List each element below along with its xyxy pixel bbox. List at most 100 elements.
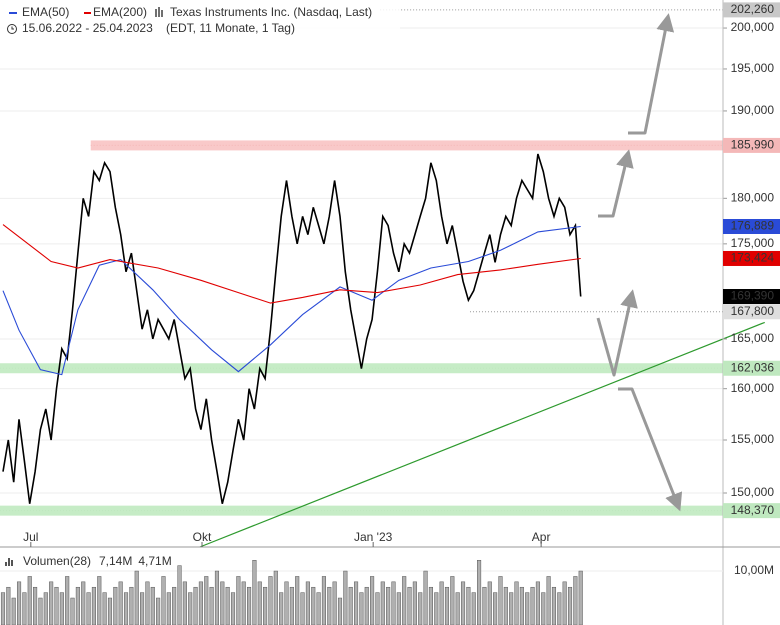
volume-bar bbox=[102, 592, 107, 625]
volume-bar bbox=[455, 592, 460, 625]
volume-bar bbox=[241, 581, 246, 625]
arrows bbox=[596, 13, 683, 512]
volume-bar bbox=[295, 576, 300, 625]
volume-bar bbox=[214, 570, 220, 625]
volume-bar bbox=[493, 592, 498, 625]
x-tick-label: Apr bbox=[532, 530, 551, 544]
volume-bar bbox=[107, 597, 113, 625]
volume-bar bbox=[118, 581, 123, 625]
ema-line bbox=[2, 225, 581, 376]
plot bbox=[2, 153, 765, 548]
volume-bar bbox=[573, 576, 578, 625]
y-tick-label: 180,000 bbox=[731, 190, 775, 204]
volume-bar bbox=[519, 586, 524, 625]
y-tick-label: 200,000 bbox=[731, 20, 775, 34]
volume-bar bbox=[434, 592, 439, 625]
volume-bar bbox=[546, 576, 551, 625]
volume-bar bbox=[6, 586, 11, 625]
volume-bar bbox=[477, 560, 482, 625]
price-box bbox=[723, 2, 780, 18]
volume-bar bbox=[514, 581, 519, 625]
volume-bar bbox=[279, 592, 284, 625]
volume-stat: 4,71M bbox=[138, 554, 171, 568]
volume-stat: 7,14M bbox=[99, 554, 132, 568]
volume-bar bbox=[407, 586, 412, 625]
volume-bar bbox=[337, 597, 343, 625]
volume-bar bbox=[166, 592, 171, 625]
volume-bar bbox=[257, 581, 262, 625]
volume-bar bbox=[466, 586, 471, 625]
clock-icon bbox=[7, 24, 17, 34]
price-label: 167,800 bbox=[731, 304, 775, 318]
volume-bar bbox=[54, 586, 59, 625]
volume-bar bbox=[289, 586, 294, 625]
arrow bbox=[618, 387, 683, 512]
volume-bar bbox=[236, 576, 241, 625]
volume-bar bbox=[316, 592, 321, 625]
volume-bar bbox=[177, 565, 182, 625]
volume-bar bbox=[220, 581, 225, 625]
volume-bar bbox=[230, 592, 236, 625]
volume-bar bbox=[402, 576, 407, 625]
volume-bar bbox=[450, 576, 455, 625]
price-box bbox=[723, 503, 780, 519]
y-tick-label: 160,000 bbox=[731, 381, 775, 395]
volume-bar bbox=[353, 581, 359, 625]
volume-bar bbox=[129, 586, 134, 625]
volume-panel: 10,00M Volumen(28) 7,14M 4,71M bbox=[0, 553, 774, 625]
volume-bar bbox=[33, 586, 38, 625]
volume-bar bbox=[578, 570, 583, 625]
volume-bar bbox=[428, 586, 433, 625]
level-band bbox=[0, 505, 723, 516]
y-tick-label: 150,000 bbox=[731, 485, 775, 499]
volume-bar bbox=[273, 570, 278, 625]
price-box bbox=[723, 304, 780, 320]
volume-bar bbox=[134, 570, 139, 625]
volume-bar bbox=[412, 581, 417, 625]
trendline bbox=[199, 321, 765, 548]
volume-bar bbox=[418, 592, 423, 625]
volume-bar bbox=[386, 586, 391, 625]
volume-bar bbox=[305, 581, 310, 625]
volume-bar bbox=[284, 581, 289, 625]
volume-bar bbox=[396, 592, 401, 625]
arrow bbox=[598, 149, 634, 218]
price-label: 173,424 bbox=[731, 251, 775, 265]
volume-bar bbox=[70, 597, 75, 625]
arrow bbox=[628, 13, 675, 135]
volume-bar bbox=[311, 586, 316, 625]
price-label: 185,990 bbox=[731, 138, 775, 152]
y-tick-label: 155,000 bbox=[731, 432, 775, 446]
y-tick-label: 175,000 bbox=[731, 236, 775, 250]
x-tick-label: Jan '23 bbox=[354, 530, 393, 544]
volume-icon bbox=[5, 558, 13, 566]
volume-bar bbox=[182, 581, 187, 625]
volume-bar bbox=[525, 592, 530, 625]
y-tick-label: 165,000 bbox=[731, 331, 775, 345]
volume-bar bbox=[43, 592, 48, 625]
volume-bar bbox=[498, 576, 503, 625]
volume-bar bbox=[81, 581, 86, 625]
volume-bar bbox=[0, 592, 6, 625]
volume-bar bbox=[22, 592, 27, 625]
x-tick-label: Jul bbox=[23, 530, 38, 544]
price-line bbox=[2, 153, 582, 504]
volume-bar bbox=[343, 570, 348, 625]
legend-label: EMA(200) bbox=[93, 5, 147, 19]
volume-bar bbox=[97, 576, 102, 625]
volume-bar bbox=[150, 586, 155, 625]
price-box bbox=[723, 137, 780, 153]
volume-bar bbox=[460, 581, 466, 625]
volume-bar bbox=[268, 576, 273, 625]
level-band bbox=[90, 140, 723, 151]
note: (EDT, 11 Monate, 1 Tag) bbox=[166, 21, 295, 35]
y-tick-label: 195,000 bbox=[731, 61, 775, 75]
volume-bar bbox=[75, 586, 80, 625]
volume-bar bbox=[225, 586, 230, 625]
volume-bar bbox=[145, 581, 150, 625]
volume-bar bbox=[91, 586, 96, 625]
price-label: 202,260 bbox=[731, 2, 775, 16]
volume-bar bbox=[172, 586, 177, 625]
arrow bbox=[596, 289, 638, 377]
